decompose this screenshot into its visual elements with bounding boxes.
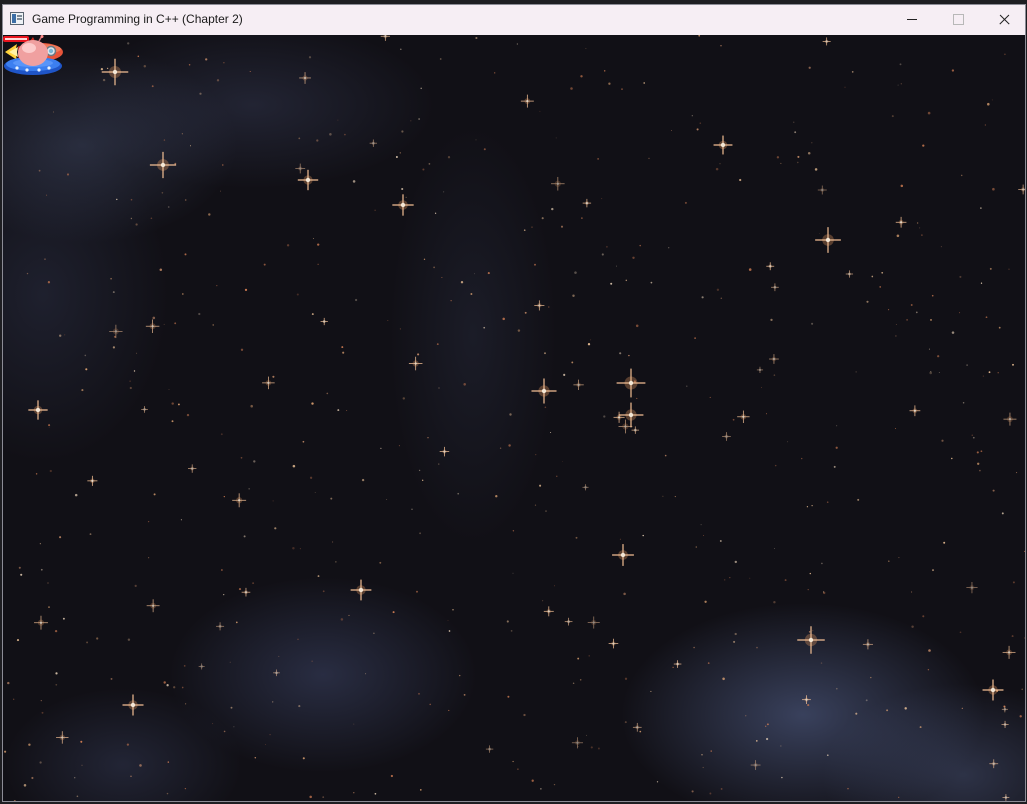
laser-bolt xyxy=(3,36,29,42)
app-window-icon xyxy=(10,12,24,25)
minimize-button[interactable] xyxy=(889,5,935,35)
starfield-background xyxy=(4,35,1025,801)
title-bar[interactable]: Game Programming in C++ (Chapter 2) xyxy=(3,5,1025,35)
game-canvas[interactable] xyxy=(3,35,1025,801)
close-button[interactable] xyxy=(981,5,1025,35)
window-title: Game Programming in C++ (Chapter 2) xyxy=(32,12,243,26)
game-window: Game Programming in C++ (Chapter 2) xyxy=(2,4,1026,802)
alien-ufo xyxy=(4,35,62,75)
maximize-button[interactable] xyxy=(935,5,981,35)
